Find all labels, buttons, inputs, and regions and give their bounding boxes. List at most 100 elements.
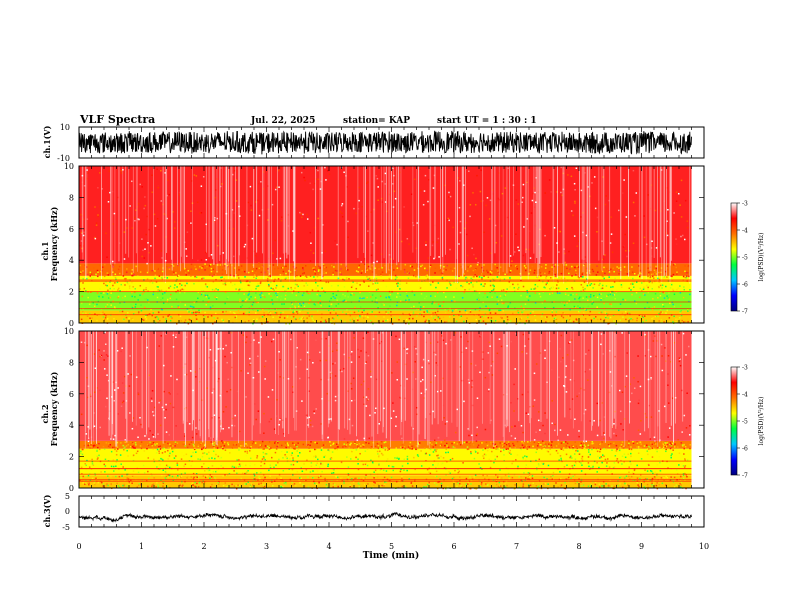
spectrogram-cell	[210, 349, 212, 351]
spectrogram-cell	[512, 477, 514, 479]
spectrogram-cell	[673, 316, 675, 318]
spectrogram-cell	[376, 289, 378, 291]
spectrogram-streak	[181, 166, 182, 257]
spectrogram-streak	[507, 166, 508, 274]
spectrogram-cell	[286, 451, 288, 453]
spectrogram-cell	[191, 441, 193, 443]
spectrogram-cell	[294, 444, 296, 446]
spectrogram-cell	[258, 447, 260, 449]
spectrogram-cell	[419, 442, 421, 444]
spectrogram-cell	[276, 478, 278, 480]
spectrogram-cell	[643, 287, 645, 289]
spectrogram-cell	[98, 349, 100, 351]
spectrogram-cell	[379, 312, 381, 314]
spectrogram-cell	[331, 285, 333, 287]
spectrogram-cell	[381, 304, 383, 306]
spectrogram-cell	[211, 484, 213, 486]
spectrogram-streak	[664, 166, 665, 277]
spectrogram-cell	[279, 317, 281, 319]
spectrogram-cell	[299, 311, 301, 313]
spectrogram-cell	[598, 312, 600, 314]
spectrogram-cell	[523, 472, 525, 474]
spectrogram-cell	[302, 214, 304, 216]
spectrogram-streak	[435, 166, 436, 258]
spectrogram-streak	[288, 166, 289, 255]
spectrogram-cell	[317, 459, 319, 461]
spectrogram-cell	[588, 485, 590, 487]
spectrogram-cell	[571, 176, 573, 178]
spectrogram-cell	[452, 310, 454, 312]
spectrogram-streak	[370, 166, 371, 269]
spectrogram-cell	[130, 287, 132, 289]
spectrogram-cell	[598, 467, 600, 469]
spectrogram-cell	[569, 457, 571, 459]
spectrogram-cell	[534, 399, 536, 401]
spectrogram-streak	[462, 166, 463, 268]
spectrogram-cell	[523, 255, 525, 257]
spectrogram-cell	[109, 273, 111, 275]
spectrogram-cell	[579, 307, 581, 309]
spectrogram-cell	[215, 263, 217, 265]
spectrogram-cell	[306, 214, 308, 216]
spectrogram-cell	[416, 407, 418, 409]
spectrogram-cell	[385, 297, 387, 299]
spectrogram-cell	[362, 315, 364, 317]
spectrogram-cell	[382, 303, 384, 305]
spectrogram-cell	[495, 444, 497, 446]
spectrogram-cell	[616, 435, 618, 437]
spectrogram-cell	[262, 295, 264, 297]
spectrogram-streak	[660, 166, 661, 257]
spectrogram-cell	[684, 459, 686, 461]
spectrogram-cell	[131, 282, 133, 284]
spectrogram-streak	[661, 166, 662, 283]
spectrogram-cell	[445, 312, 447, 314]
spectrogram-cell	[242, 305, 244, 307]
spectrogram-cell	[544, 287, 546, 289]
spectrogram-cell	[254, 274, 256, 276]
spectrogram-cell	[262, 316, 264, 318]
spectrogram-cell	[82, 296, 84, 298]
spectrogram-cell	[273, 320, 275, 322]
spectrogram-cell	[400, 446, 402, 448]
spectrogram-cell	[558, 287, 560, 289]
spectrogram-cell	[689, 444, 691, 446]
spectrogram-cell	[540, 447, 542, 449]
spectrogram-cell	[318, 311, 320, 313]
spectrogram-cell	[342, 446, 344, 448]
spectrogram-cell	[411, 266, 413, 268]
spectrogram-cell	[210, 437, 212, 439]
spectrogram-cell	[550, 191, 552, 193]
spectrogram-cell	[264, 459, 266, 461]
spectrogram-cell	[393, 410, 395, 412]
spectrogram-cell	[163, 448, 165, 450]
spectrogram-cell	[109, 297, 111, 299]
spectrogram-cell	[117, 387, 119, 389]
spectrogram-cell	[137, 288, 139, 290]
spectrogram-cell	[467, 341, 469, 343]
spectrogram-cell	[556, 445, 558, 447]
spectrogram-cell	[469, 266, 471, 268]
spectrogram-cell	[596, 274, 598, 276]
spectrogram-cell	[270, 467, 272, 469]
spectrogram-line	[79, 281, 692, 282]
spectrogram-cell	[248, 285, 250, 287]
spectrogram-cell	[181, 452, 183, 454]
spectrogram-cell	[610, 286, 612, 288]
spectrogram-cell	[245, 483, 247, 485]
spectrogram-cell	[569, 315, 571, 317]
spectrogram-cell	[292, 457, 294, 459]
spectrogram-cell	[268, 486, 270, 488]
spectrogram-cell	[686, 392, 688, 394]
spectrogram-cell	[205, 295, 207, 297]
spectrogram-cell	[246, 311, 248, 313]
spectrogram-cell	[251, 305, 253, 307]
spectrogram-cell	[580, 216, 582, 218]
spectrogram-cell	[647, 450, 649, 452]
figure-title: VLF Spectra	[79, 113, 155, 126]
spectrogram-cell	[220, 446, 222, 448]
spectrogram-cell	[285, 266, 287, 268]
spectrogram-cell	[491, 272, 493, 274]
spectrogram-cell	[511, 260, 513, 262]
spectrogram-cell	[667, 310, 669, 312]
spectrogram-cell	[147, 299, 149, 301]
